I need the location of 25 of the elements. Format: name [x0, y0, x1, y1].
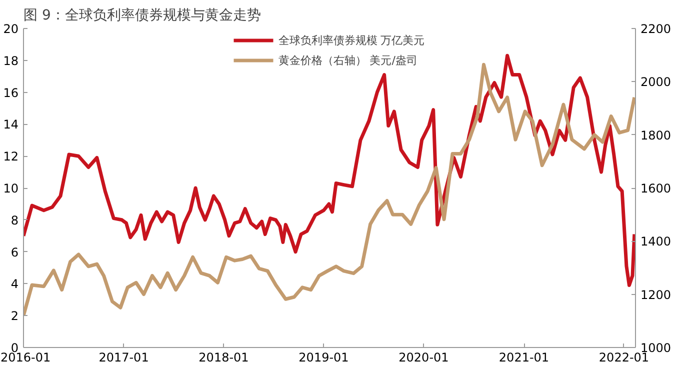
y2-tick-label: 1400	[640, 234, 672, 249]
x-tick-label: 2022-01	[598, 350, 650, 364]
y-tick-label: 16	[3, 86, 19, 100]
y-tick-label: 2	[10, 309, 19, 324]
y-tick-label: 20	[3, 22, 19, 36]
y2-tick-label: 2200	[640, 22, 672, 36]
y-tick-label: 18	[3, 54, 19, 68]
y-tick-label: 10	[3, 182, 19, 196]
legend-label: 黄金价格（右轴） 美元/盎司	[278, 52, 418, 68]
chart-title: 图 9：全球负利率债券规模与黄金走势	[24, 8, 261, 24]
x-tick-label: 2019-01	[298, 350, 349, 364]
y-tick-label: 12	[3, 150, 19, 164]
x-tick-label: 2018-01	[198, 350, 249, 364]
y2-tick-label: 1200	[640, 288, 672, 302]
y-tick-label: 14	[3, 118, 19, 132]
y2-tick-label: 1800	[640, 128, 672, 142]
y-tick-label: 6	[10, 245, 19, 260]
y2-tick-label: 1600	[640, 182, 672, 196]
x-tick-label: 2020-01	[398, 350, 449, 364]
x-tick-label: 2021-01	[498, 350, 550, 364]
y2-tick-label: 2000	[640, 75, 672, 90]
legend-label: 全球负利率债券规模 万亿美元	[278, 32, 425, 48]
y-tick-label: 8	[10, 213, 19, 228]
x-tick-label: 2017-01	[98, 350, 149, 364]
y-tick-label: 4	[10, 277, 19, 292]
